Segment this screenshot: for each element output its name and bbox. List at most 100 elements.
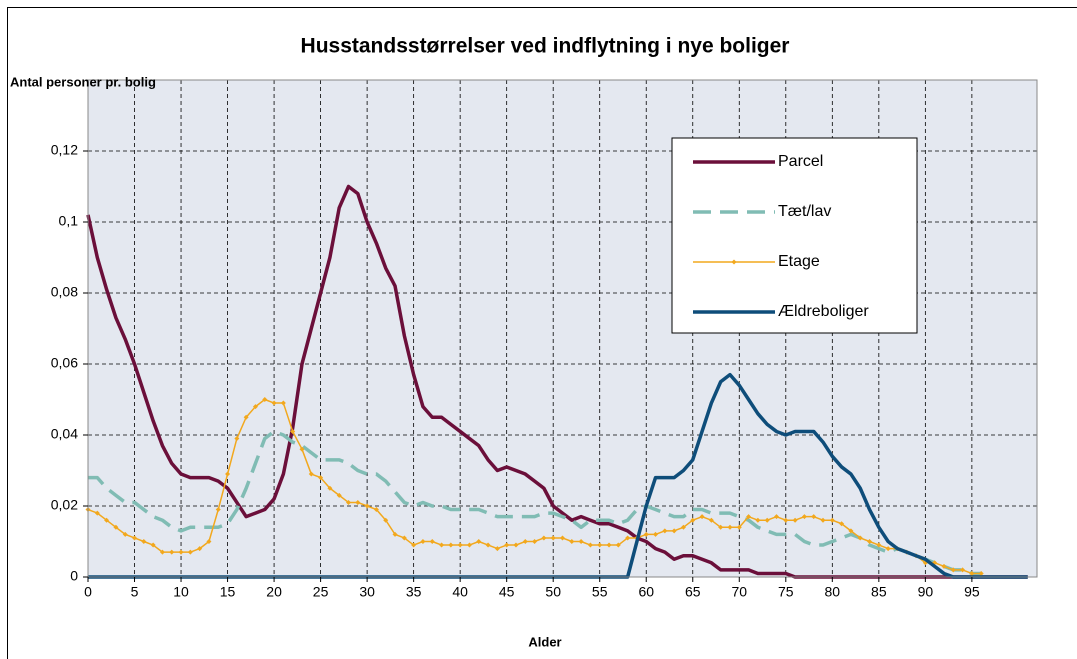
data-point <box>197 546 203 552</box>
data-point <box>941 563 947 569</box>
data-point <box>773 514 779 520</box>
data-point <box>290 428 296 434</box>
data-point <box>746 514 752 520</box>
chart-title: Husstandsstørrelser ved indflytning i ny… <box>301 35 790 58</box>
legend-label: Ældreboliger <box>778 303 869 320</box>
data-point <box>960 567 966 573</box>
data-point <box>411 542 417 548</box>
data-point <box>522 539 528 544</box>
data-point <box>308 471 314 477</box>
data-point <box>867 539 873 544</box>
y-tick-label: 0,04 <box>51 426 78 442</box>
data-point <box>597 542 603 548</box>
data-point <box>252 404 258 410</box>
data-point <box>708 517 714 523</box>
data-point <box>299 446 305 452</box>
data-point <box>187 549 193 555</box>
data-point <box>439 542 445 548</box>
data-point <box>606 542 612 548</box>
data-point <box>829 517 835 523</box>
series-line <box>88 429 982 576</box>
data-point <box>662 528 668 534</box>
x-tick-label: 50 <box>545 584 561 600</box>
data-point <box>159 549 165 555</box>
data-point <box>811 514 817 520</box>
x-tick-label: 70 <box>731 584 747 600</box>
data-point <box>420 539 426 544</box>
x-tick-label: 45 <box>499 584 515 600</box>
data-point <box>783 517 789 523</box>
data-point <box>969 570 975 576</box>
data-point <box>448 542 454 548</box>
data-point <box>346 499 352 505</box>
legend-label: Parcel <box>778 153 823 170</box>
x-tick-label: 5 <box>131 584 139 600</box>
data-point <box>234 436 240 442</box>
data-point <box>755 517 761 523</box>
x-tick-label: 60 <box>638 584 654 600</box>
data-point <box>113 524 119 530</box>
data-point <box>466 542 472 548</box>
data-point <box>141 539 147 544</box>
data-point <box>169 549 175 555</box>
x-axis-label: Alder <box>528 634 561 649</box>
data-point <box>653 531 659 537</box>
x-tick-label: 15 <box>220 584 236 600</box>
data-point <box>485 542 491 548</box>
plot-border <box>87 79 1038 578</box>
data-point <box>615 542 621 548</box>
data-point <box>718 524 724 530</box>
data-point <box>532 539 538 544</box>
x-tick-label: 10 <box>173 584 189 600</box>
x-tick-label: 0 <box>84 584 92 600</box>
x-tick-label: 85 <box>871 584 887 600</box>
data-point <box>262 397 268 402</box>
data-point <box>513 542 519 548</box>
data-point <box>876 542 882 548</box>
data-point <box>699 514 705 520</box>
data-point <box>643 531 649 537</box>
y-axis-label: Antal personer pr. bolig <box>10 74 156 89</box>
legend-box <box>671 137 918 334</box>
data-point <box>373 507 379 513</box>
data-point <box>336 492 342 498</box>
x-tick-label: 35 <box>406 584 422 600</box>
data-point <box>550 535 556 541</box>
data-point <box>885 546 891 552</box>
data-point <box>792 517 798 523</box>
data-point <box>401 535 407 541</box>
x-tick-label: 55 <box>592 584 608 600</box>
data-point <box>690 517 696 523</box>
data-point <box>271 400 277 406</box>
data-point <box>132 535 138 541</box>
data-point <box>280 400 286 406</box>
y-tick-label: 0,02 <box>51 497 78 513</box>
legend-label: Tæt/lav <box>778 203 831 220</box>
data-point <box>671 528 677 534</box>
x-tick-label: 75 <box>778 584 794 600</box>
data-point <box>318 475 324 481</box>
data-point <box>364 503 370 509</box>
data-point <box>392 531 398 537</box>
data-point <box>625 535 631 541</box>
data-point <box>504 542 510 548</box>
legend: Parcel Tæt/lav Etage Ældreboliger <box>671 137 918 334</box>
data-point <box>476 539 482 544</box>
data-point <box>122 531 128 537</box>
legend-label: Etage <box>778 253 820 270</box>
data-point <box>857 535 863 541</box>
y-tick-label: 0,12 <box>51 142 78 158</box>
data-point <box>727 524 733 530</box>
data-point <box>429 539 435 544</box>
data-point <box>578 539 584 544</box>
x-tick-label: 25 <box>313 584 329 600</box>
data-point <box>150 542 156 548</box>
data-point <box>848 528 854 534</box>
data-point <box>950 567 956 573</box>
legend-marker <box>731 259 737 265</box>
x-tick-label: 90 <box>918 584 934 600</box>
data-point <box>801 514 807 520</box>
y-tick-label: 0,06 <box>51 355 78 371</box>
data-point <box>327 485 333 491</box>
